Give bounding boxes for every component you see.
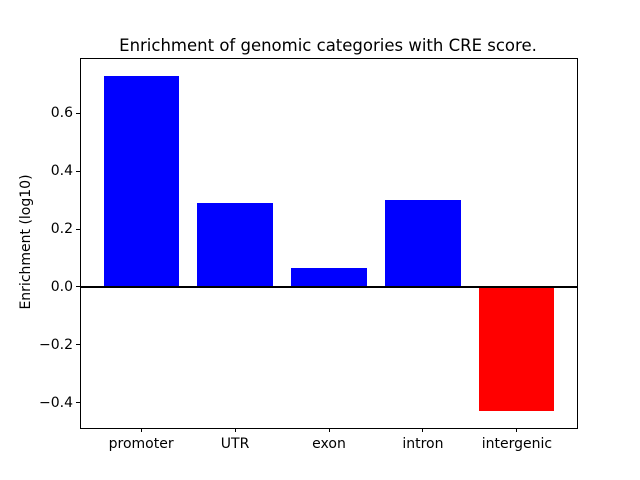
- y-tick-label: 0.2: [50, 221, 73, 238]
- x-tick-label-promoter: promoter: [108, 436, 174, 452]
- bar-UTR: [197, 203, 273, 287]
- y-tick: [76, 344, 80, 346]
- bar-intergenic: [479, 286, 555, 412]
- x-tick-intron: [422, 428, 424, 432]
- y-tick-label: 0.6: [50, 105, 73, 122]
- y-tick-label: −0.4: [39, 394, 73, 411]
- bar-exon: [291, 268, 367, 287]
- y-tick: [76, 170, 80, 172]
- bar-intron: [385, 200, 461, 287]
- y-tick: [76, 286, 80, 288]
- x-tick-label-intron: intron: [402, 436, 444, 452]
- chart-title: Enrichment of genomic categories with CR…: [119, 36, 537, 55]
- y-tick-label: 0.4: [50, 163, 73, 180]
- x-tick-label-UTR: UTR: [220, 436, 250, 452]
- x-tick-intergenic: [516, 428, 518, 432]
- x-tick-label-exon: exon: [312, 436, 346, 452]
- bar-promoter: [103, 75, 179, 287]
- y-tick-label: 0.0: [50, 278, 73, 295]
- x-tick-promoter: [140, 428, 142, 432]
- y-tick: [76, 402, 80, 404]
- x-tick-UTR: [234, 428, 236, 432]
- zero-axhline: [81, 285, 577, 288]
- y-tick: [76, 228, 80, 230]
- plot-area: promoter UTR exon intron intergenic 0.6 0.4 0.2…: [39, 58, 578, 452]
- y-tick: [76, 112, 80, 114]
- x-tick-exon: [328, 428, 330, 432]
- y-tick-label: −0.2: [39, 336, 73, 353]
- x-tick-label-intergenic: intergenic: [481, 436, 553, 452]
